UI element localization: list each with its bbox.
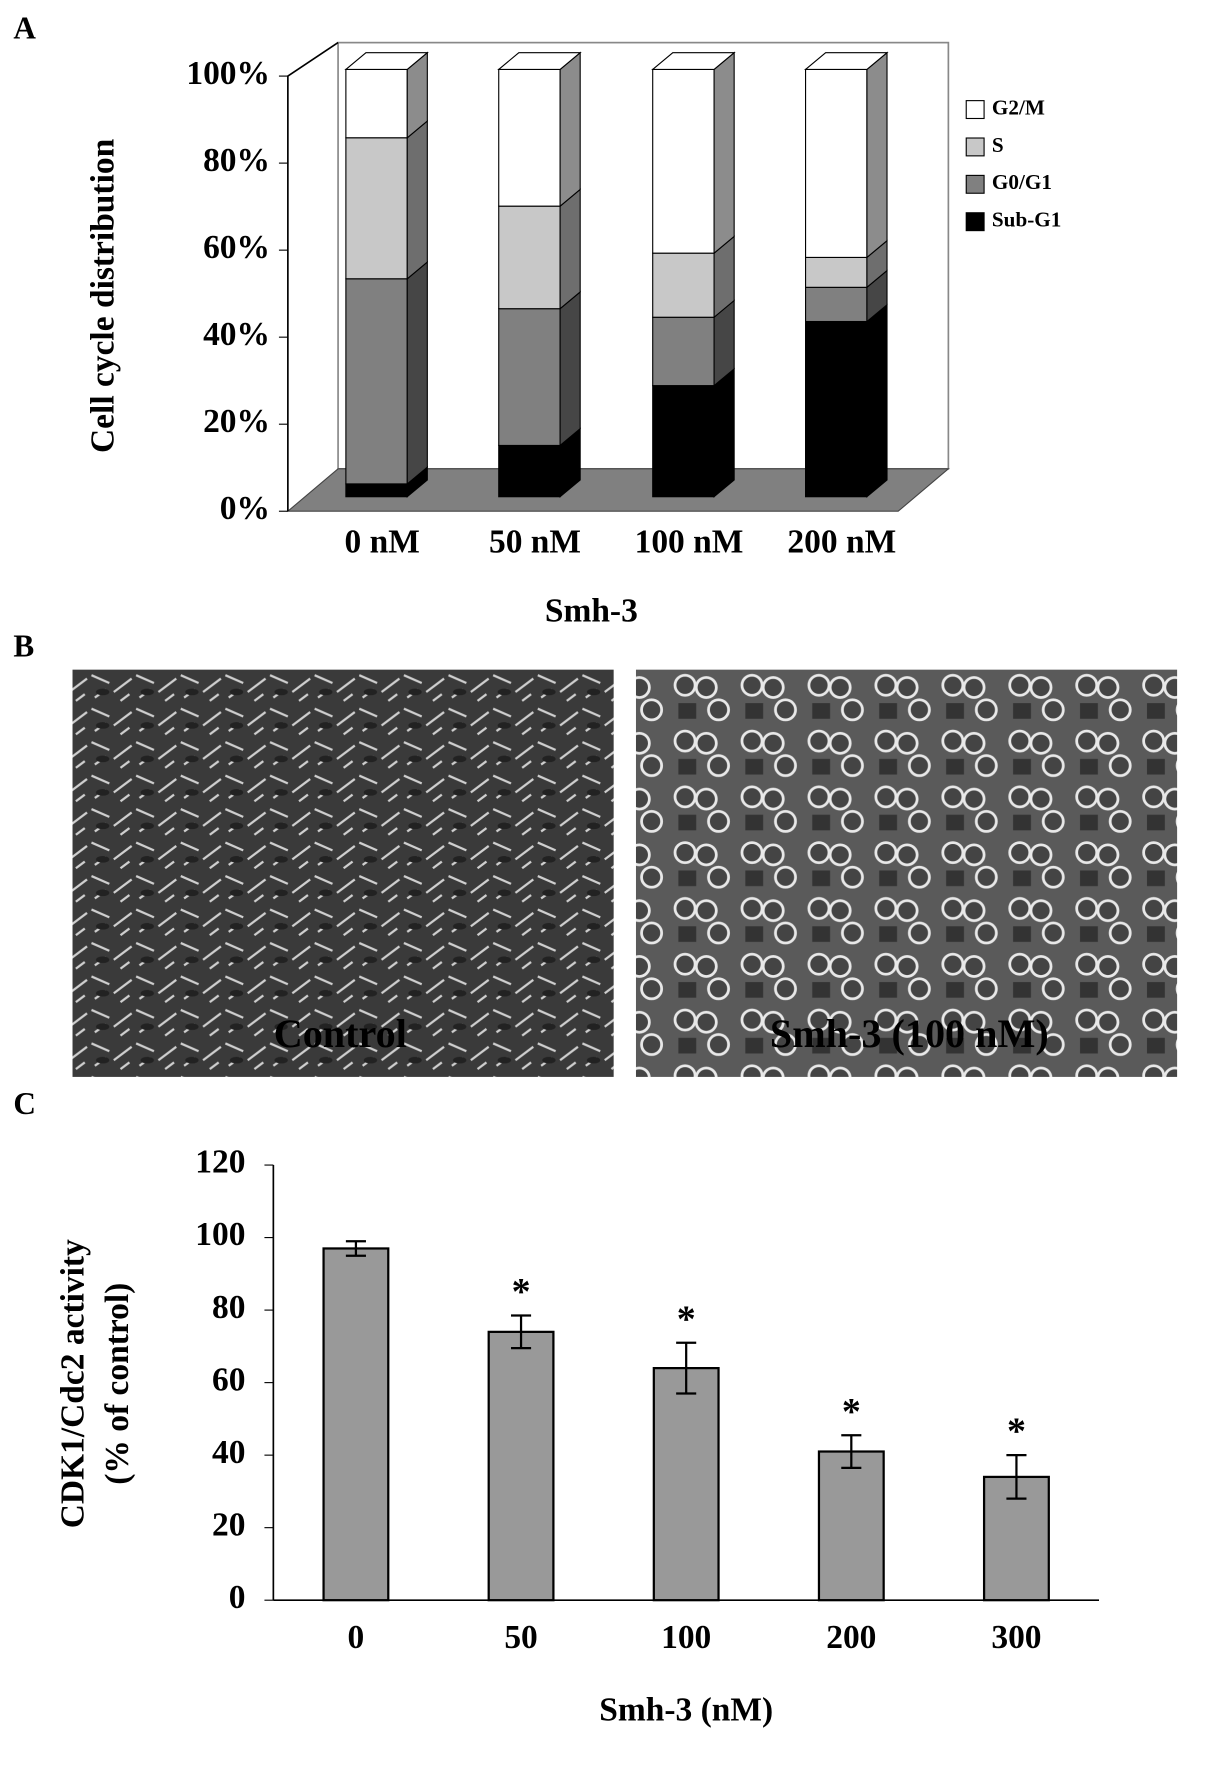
significance-marker: * [512, 1271, 531, 1313]
x-axis-label: Smh-3 [545, 593, 638, 630]
x-tick-label: 50 [504, 1619, 537, 1656]
image-label: Control [274, 1011, 407, 1056]
x-tick-label: 0 nM [344, 523, 419, 560]
bar-segment-side [559, 188, 581, 310]
bar [487, 1330, 555, 1602]
bar-segment [498, 308, 561, 447]
error-bar [345, 1240, 366, 1257]
significance-marker: * [677, 1298, 696, 1340]
x-tick-label: 100 nM [635, 523, 744, 560]
bar-segment [652, 252, 715, 318]
y-tick-label: 40 [212, 1434, 245, 1471]
error-bar [511, 1314, 532, 1350]
bar-top [497, 52, 582, 70]
y-axis [287, 41, 339, 512]
micrograph [635, 669, 1178, 1077]
legend-label: Sub-G1 [992, 208, 1061, 232]
bar-segment [652, 385, 715, 498]
legend-swatch [965, 100, 985, 120]
floor [286, 468, 950, 512]
legend-label: G2/M [992, 95, 1045, 119]
bar-segment [805, 68, 868, 258]
bar-top [651, 52, 736, 70]
panel-label: A [13, 11, 36, 46]
bar-segment [345, 68, 408, 139]
bar-segment [345, 137, 408, 280]
bar-segment [498, 205, 561, 310]
bar-segment [345, 483, 408, 498]
legend-swatch [965, 137, 985, 157]
bar-segment [345, 278, 408, 485]
bar-segment [652, 68, 715, 254]
error-bar [841, 1434, 862, 1469]
bar-segment-side [866, 51, 888, 259]
bar [652, 1367, 720, 1602]
panel-label: C [13, 1086, 36, 1121]
bar-top [804, 52, 889, 70]
y-tick-label: 60 [212, 1361, 245, 1398]
panel-label: B [13, 629, 34, 664]
legend-label: S [992, 133, 1004, 157]
bar-segment-side [713, 367, 735, 498]
bar-segment [498, 444, 561, 498]
significance-marker: * [842, 1391, 861, 1433]
bar-top [344, 52, 429, 70]
bar [322, 1247, 390, 1602]
y-tick-label: 0% [220, 490, 270, 527]
x-tick-label: 300 [991, 1619, 1041, 1656]
y-tick-label: 120 [195, 1144, 245, 1181]
bar [817, 1450, 885, 1602]
y-tick-label: 20 [212, 1506, 245, 1543]
micrograph [72, 669, 614, 1077]
x-tick-label: 200 nM [787, 523, 896, 560]
bar-segment-side [406, 119, 428, 280]
legend-swatch [965, 174, 985, 194]
x-tick-label: 0 [348, 1619, 365, 1656]
y-axis-label: (% of control) [99, 1283, 136, 1485]
bar-segment-side [559, 51, 581, 208]
bar-segment [498, 68, 561, 207]
y-tick-label: 60% [203, 229, 270, 266]
x-tick-label: 100 [661, 1619, 711, 1656]
y-tick-label: 20% [203, 403, 270, 440]
bar-segment-side [406, 260, 428, 486]
y-tick-label: 80 [212, 1289, 245, 1326]
y-tick-label: 100 [195, 1216, 245, 1253]
bar-segment [652, 316, 715, 387]
bar-segment-side [866, 303, 888, 498]
y-axis-label: Cell cycle distribution [85, 138, 122, 453]
y-tick-label: 0 [229, 1579, 246, 1616]
y-tick-label: 40% [203, 316, 270, 353]
bar-segment [805, 286, 868, 323]
legend-swatch [965, 212, 985, 232]
significance-marker: * [1007, 1411, 1026, 1453]
x-axis-label: Smh-3 (nM) [599, 1692, 773, 1729]
x-tick-label: 50 nM [489, 523, 581, 560]
y-tick-label: 100% [186, 55, 270, 92]
x-tick-label: 200 [826, 1619, 876, 1656]
error-bar [1006, 1454, 1027, 1500]
bar-segment-side [559, 290, 581, 447]
bar-segment [805, 320, 868, 498]
legend-label: G0/G1 [992, 170, 1052, 194]
image-label: Smh-3 (100 nM) [770, 1011, 1049, 1056]
bar-segment [805, 256, 868, 288]
y-tick-label: 80% [203, 142, 270, 179]
error-bar [676, 1341, 697, 1395]
y-axis-label: CDK1/Cdc2 activity [55, 1239, 92, 1528]
bar-segment-side [713, 51, 735, 255]
